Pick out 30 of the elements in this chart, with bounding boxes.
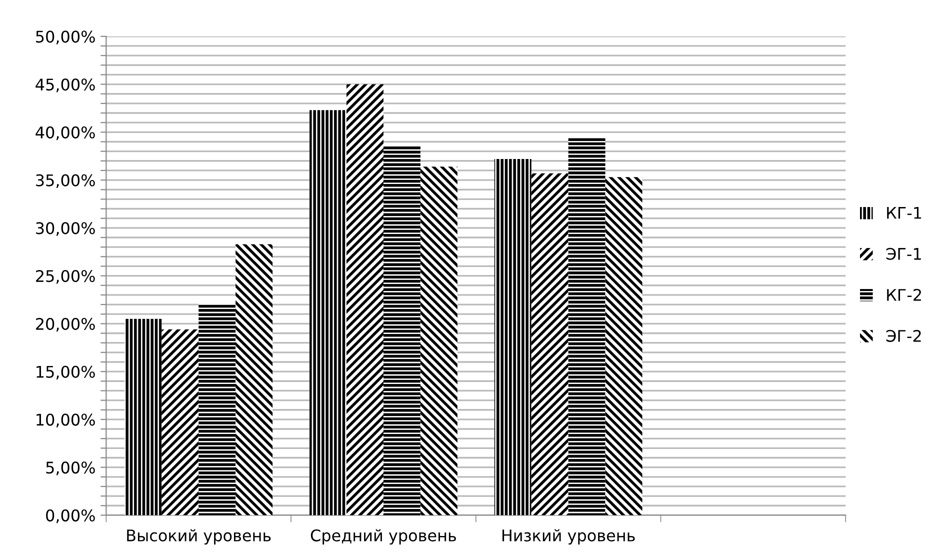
bar (236, 244, 273, 516)
y-tick-label: 45,00% (36, 78, 95, 92)
legend-label: КГ-2 (887, 288, 921, 301)
y-tick-label: 0,00% (46, 509, 95, 524)
y-tick-label: 30,00% (36, 222, 95, 236)
bar (494, 158, 532, 516)
y-tick-label: 20,00% (36, 318, 95, 332)
legend-label: ЭГ-1 (886, 248, 921, 260)
y-tick-label: 40,00% (36, 126, 95, 140)
y-tick-label: 35,00% (36, 174, 95, 188)
x-tick-label: Средний уровень (310, 529, 456, 545)
bar (198, 304, 236, 516)
bar (568, 138, 606, 516)
x-tick-label: Низкий уровень (502, 529, 635, 545)
bar (420, 166, 458, 516)
legend-label: ЭГ-2 (886, 330, 921, 342)
bar (531, 173, 568, 516)
bar (605, 177, 642, 516)
y-tick-label: 15,00% (36, 366, 95, 380)
y-tick-label: 25,00% (36, 270, 95, 284)
bar (162, 329, 199, 516)
x-tick-label: Высокий уровень (127, 529, 271, 545)
bar (346, 84, 384, 516)
y-tick-label: 5,00% (46, 462, 95, 476)
bar (383, 146, 420, 516)
bar (124, 318, 162, 516)
legend-label: КГ-1 (887, 207, 922, 219)
y-tick-label: 10,00% (36, 414, 95, 428)
bar (310, 110, 346, 516)
y-tick-label: 50,00% (36, 30, 95, 44)
